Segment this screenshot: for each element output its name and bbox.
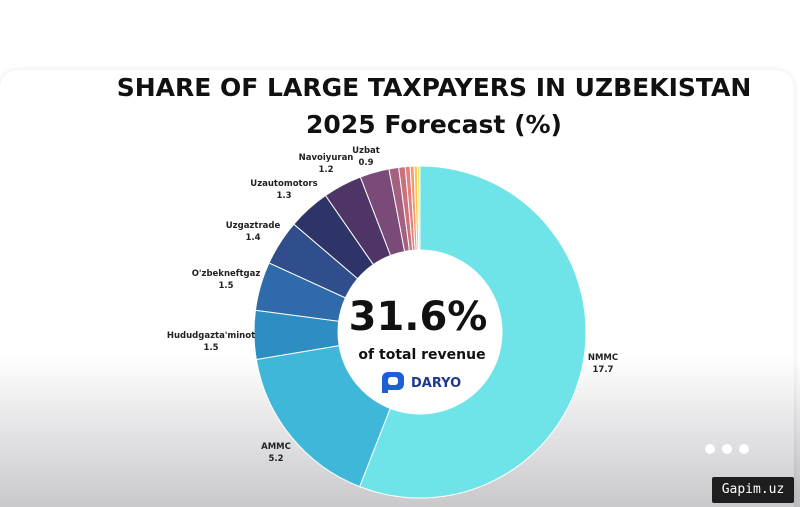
slice-label-value: 1.5 xyxy=(218,281,233,291)
slice-label-value: 5.2 xyxy=(268,454,283,464)
site-watermark: Gapim.uz xyxy=(712,477,794,503)
slice-label-value: 1.5 xyxy=(203,343,218,353)
slice-label-value: 17.7 xyxy=(593,365,614,375)
slice-label-name: NMMC xyxy=(588,353,618,363)
slice-label-name: Uzgaztrade xyxy=(226,221,281,231)
carousel-dot[interactable] xyxy=(705,444,715,454)
slice-label-value: 1.3 xyxy=(276,191,291,201)
center-value: 31.6% xyxy=(349,294,488,340)
slice-label-value: 1.4 xyxy=(245,233,260,243)
daryo-logo: DARYO xyxy=(382,372,461,393)
slice-label-name: O'zbekneftgaz xyxy=(192,269,261,279)
chart-subtitle: 2025 Forecast (%) xyxy=(306,110,562,139)
chart-title: SHARE OF LARGE TAXPAYERS IN UZBEKISTAN xyxy=(116,73,752,102)
donut-hole xyxy=(338,250,502,414)
carousel-dot[interactable] xyxy=(722,444,732,454)
slice-label-name: Hududgazta'minot xyxy=(167,331,255,341)
slice-label-value: 0.9 xyxy=(358,158,373,168)
slice-label-value: 1.2 xyxy=(318,165,333,175)
carousel-dot[interactable] xyxy=(739,444,749,454)
daryo-logo-icon xyxy=(382,372,404,393)
carousel-pagination[interactable] xyxy=(705,444,749,454)
daryo-logo-text: DARYO xyxy=(411,376,461,391)
center-label: of total revenue xyxy=(358,347,485,363)
slice-label-name: Navoiyuran xyxy=(299,153,354,163)
slice-label-name: AMMC xyxy=(261,442,291,452)
slice-label-name: Uzbat xyxy=(352,146,380,156)
slice-labels: NMMC 17.7 AMMC 5.2 Hududgazta'minot 1.5 O'zbek… xyxy=(167,146,618,464)
slice-label-name: Uzautomotors xyxy=(250,179,317,189)
